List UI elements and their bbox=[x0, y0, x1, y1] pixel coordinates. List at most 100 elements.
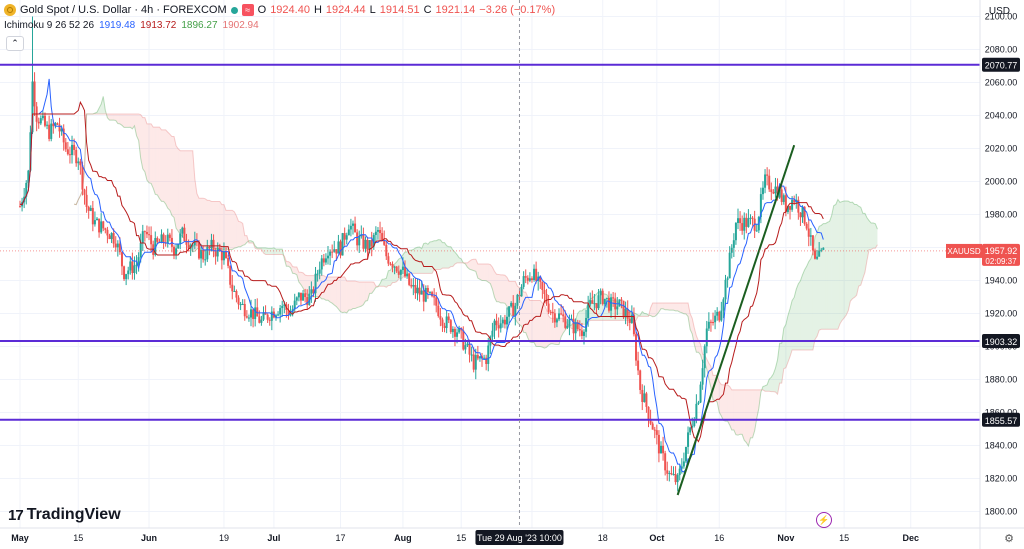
cloud-segment bbox=[346, 280, 349, 313]
candle-body bbox=[568, 319, 571, 326]
cloud-segment bbox=[787, 308, 791, 363]
candle-body bbox=[705, 328, 708, 347]
time-tick-label: 19 bbox=[219, 533, 229, 543]
candle-body bbox=[791, 199, 794, 210]
candle-body bbox=[645, 393, 648, 407]
level-price-text: 1855.57 bbox=[985, 416, 1018, 426]
candle-body bbox=[433, 296, 436, 298]
candle-body bbox=[206, 246, 209, 260]
cloud-segment bbox=[230, 210, 233, 250]
candle-body bbox=[229, 265, 232, 285]
cloud-segment bbox=[371, 282, 374, 294]
settings-gear-icon[interactable]: ⚙ bbox=[1004, 533, 1014, 545]
candle-body bbox=[726, 278, 729, 280]
candle-body bbox=[168, 234, 171, 238]
cloud-segment bbox=[340, 276, 343, 313]
candle-body bbox=[607, 297, 610, 311]
cloud-segment bbox=[650, 303, 653, 317]
candle-body bbox=[187, 244, 190, 249]
cloud-segment bbox=[209, 200, 212, 251]
cloud-segment bbox=[550, 318, 553, 344]
candle-body bbox=[624, 309, 627, 318]
candle-body bbox=[135, 264, 138, 266]
price-tick-label: 1980.00 bbox=[985, 210, 1018, 220]
cloud-segment bbox=[242, 223, 245, 246]
cloud-segment bbox=[842, 201, 845, 321]
cloud-segment bbox=[688, 303, 691, 330]
candle-body bbox=[643, 393, 646, 402]
cloud-segment bbox=[667, 303, 670, 311]
candle-body bbox=[408, 273, 411, 285]
cloud-segment bbox=[708, 363, 711, 388]
lightning-icon[interactable]: ⚡ bbox=[816, 512, 832, 528]
trendline[interactable] bbox=[676, 144, 796, 496]
collapse-legend-button[interactable]: ⌃ bbox=[6, 36, 24, 51]
cloud-segment bbox=[463, 262, 466, 264]
candle-body bbox=[505, 316, 508, 325]
cloud-segment bbox=[752, 389, 755, 438]
cloud-segment bbox=[638, 315, 641, 317]
cloud-segment bbox=[188, 150, 191, 249]
cloud-segment bbox=[248, 240, 252, 244]
trendline-line[interactable] bbox=[676, 144, 796, 496]
cloud-segment bbox=[228, 210, 231, 250]
candle-body bbox=[612, 297, 615, 299]
candle-body bbox=[680, 466, 683, 469]
candle-body bbox=[470, 354, 473, 356]
price-axis[interactable]: 2100.00 2080.00 2060.00 2040.00 2020.00 2000.… bbox=[946, 0, 1024, 549]
candle-body bbox=[100, 221, 103, 233]
cloud-segment bbox=[729, 386, 732, 430]
candle-body bbox=[458, 327, 461, 333]
cloud-segment bbox=[735, 389, 738, 436]
cloud-segment bbox=[719, 381, 722, 416]
cloud-segment bbox=[521, 287, 524, 333]
cloud-segment bbox=[577, 310, 580, 326]
tradingview-logo[interactable]: 17 TradingView bbox=[8, 506, 121, 524]
candle-body bbox=[127, 270, 130, 275]
cloud-segment bbox=[471, 259, 474, 271]
cloud-segment bbox=[546, 309, 549, 348]
cloud-segment bbox=[646, 313, 649, 317]
cloud-segment bbox=[284, 256, 287, 267]
candle-body bbox=[526, 277, 529, 281]
symbol-title[interactable]: Gold Spot / U.S. Dollar · 4h · FOREXCOM bbox=[20, 4, 227, 16]
cloud-segment bbox=[862, 213, 865, 279]
candle-body bbox=[316, 273, 319, 275]
ohlc-high-label: H bbox=[313, 4, 322, 16]
candle-body bbox=[572, 318, 575, 334]
price-tick-label: 2000.00 bbox=[985, 177, 1018, 187]
symbol-badge[interactable] bbox=[946, 243, 982, 258]
cloud-segment bbox=[286, 261, 289, 267]
candle-body bbox=[341, 233, 344, 256]
candle-body bbox=[499, 323, 502, 329]
candle-body bbox=[443, 325, 446, 329]
candle-body bbox=[593, 303, 596, 305]
cloud-segment bbox=[267, 248, 270, 255]
candle-body bbox=[728, 252, 731, 279]
time-axis[interactable]: May15Jun19Jul17Aug15Sep18Oct16Nov15DecTu… bbox=[0, 527, 1024, 545]
candle-body bbox=[739, 218, 742, 224]
candle-body bbox=[266, 314, 269, 320]
cloud-segment bbox=[103, 96, 106, 114]
candle-body bbox=[743, 217, 746, 231]
currency-label[interactable]: USD bbox=[988, 6, 1010, 17]
cloud-segment bbox=[750, 389, 753, 438]
cloud-segment bbox=[810, 252, 813, 350]
cloud-segment bbox=[765, 384, 768, 392]
candle-body bbox=[112, 233, 115, 244]
cloud-segment bbox=[292, 266, 295, 274]
candle-body bbox=[672, 473, 675, 475]
cloud-segment bbox=[581, 308, 584, 325]
candle-body bbox=[185, 241, 188, 245]
cloud-segment bbox=[796, 283, 799, 350]
cloud-segment bbox=[194, 178, 197, 252]
candle-body bbox=[428, 292, 431, 294]
alert-badge-icon[interactable]: ≈ bbox=[241, 4, 254, 16]
cloud-segment bbox=[386, 270, 389, 288]
indicator-name[interactable]: Ichimoku 9 26 52 26 bbox=[4, 20, 95, 31]
cloud-segment bbox=[696, 335, 699, 353]
cloud-segment bbox=[783, 324, 786, 369]
cloud-segment bbox=[871, 223, 874, 250]
candle-body bbox=[759, 194, 762, 218]
